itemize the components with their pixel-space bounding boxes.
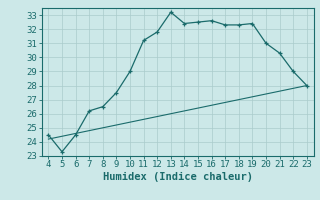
X-axis label: Humidex (Indice chaleur): Humidex (Indice chaleur) xyxy=(103,172,252,182)
